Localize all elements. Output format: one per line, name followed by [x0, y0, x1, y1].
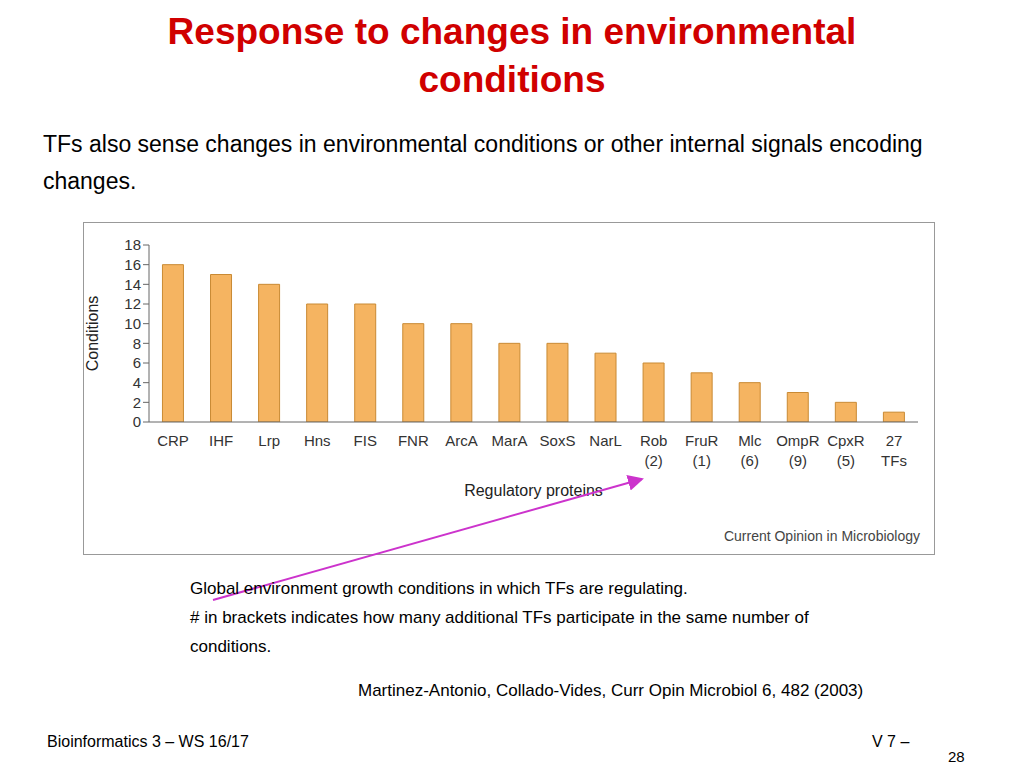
html-text:Current Opinion in Microbiolog: Current Opinion in Microbiology — [723, 528, 920, 544]
svg-text:OmpR(9): OmpR(9) — [776, 432, 820, 469]
svg-text:Rob(2): Rob(2) — [640, 432, 668, 469]
html-text:# in brackets indicates how ma: # in brackets indicates how many additio… — [190, 608, 809, 656]
svg-text:Mlc(6): Mlc(6) — [738, 432, 762, 469]
html-text:Martinez-Antonio, Collado-Vide: Martinez-Antonio, Collado-Vides, Curr Op… — [358, 681, 864, 700]
svg-text:NarL: NarL — [589, 432, 622, 449]
svg-text:ArcA: ArcA — [445, 432, 478, 449]
svg-text:Conditions: Conditions — [84, 296, 101, 372]
svg-text:FruR(1): FruR(1) — [685, 432, 719, 469]
svg-text:6: 6 — [133, 354, 141, 371]
svg-text:FIS: FIS — [354, 432, 377, 449]
svg-text:18: 18 — [124, 236, 141, 253]
svg-text:CRP: CRP — [157, 432, 189, 449]
html-text:28: 28 — [948, 748, 965, 765]
svg-text:12: 12 — [124, 295, 141, 312]
svg-text:16: 16 — [124, 256, 141, 273]
svg-text:MarA: MarA — [492, 432, 528, 449]
svg-text:27TFs: 27TFs — [881, 432, 907, 469]
svg-text:8: 8 — [133, 335, 141, 352]
svg-text:4: 4 — [133, 374, 141, 391]
html-text:Global environment growth cond: Global environment growth conditions in … — [190, 579, 688, 598]
svg-text:SoxS: SoxS — [540, 432, 576, 449]
svg-text:Regulatory proteins: Regulatory proteins — [464, 482, 603, 499]
svg-text:FNR: FNR — [398, 432, 429, 449]
svg-text:0: 0 — [133, 413, 141, 430]
html-text:TFs also sense changes in envi: TFs also sense changes in environmental … — [43, 131, 923, 194]
html-text:Response to changes in environ: Response to changes in environmental con… — [167, 11, 857, 100]
svg-text:14: 14 — [124, 276, 141, 293]
svg-text:2: 2 — [133, 394, 141, 411]
html-text:Bioinformatics 3 – WS 16/17: Bioinformatics 3 – WS 16/17 — [47, 733, 249, 750]
svg-text:IHF: IHF — [209, 432, 233, 449]
svg-text:10: 10 — [124, 315, 141, 332]
html-text:V 7 –: V 7 – — [872, 733, 910, 750]
svg-text:Lrp: Lrp — [258, 432, 280, 449]
svg-text:Hns: Hns — [304, 432, 331, 449]
svg-text:CpxR(5): CpxR(5) — [827, 432, 865, 469]
